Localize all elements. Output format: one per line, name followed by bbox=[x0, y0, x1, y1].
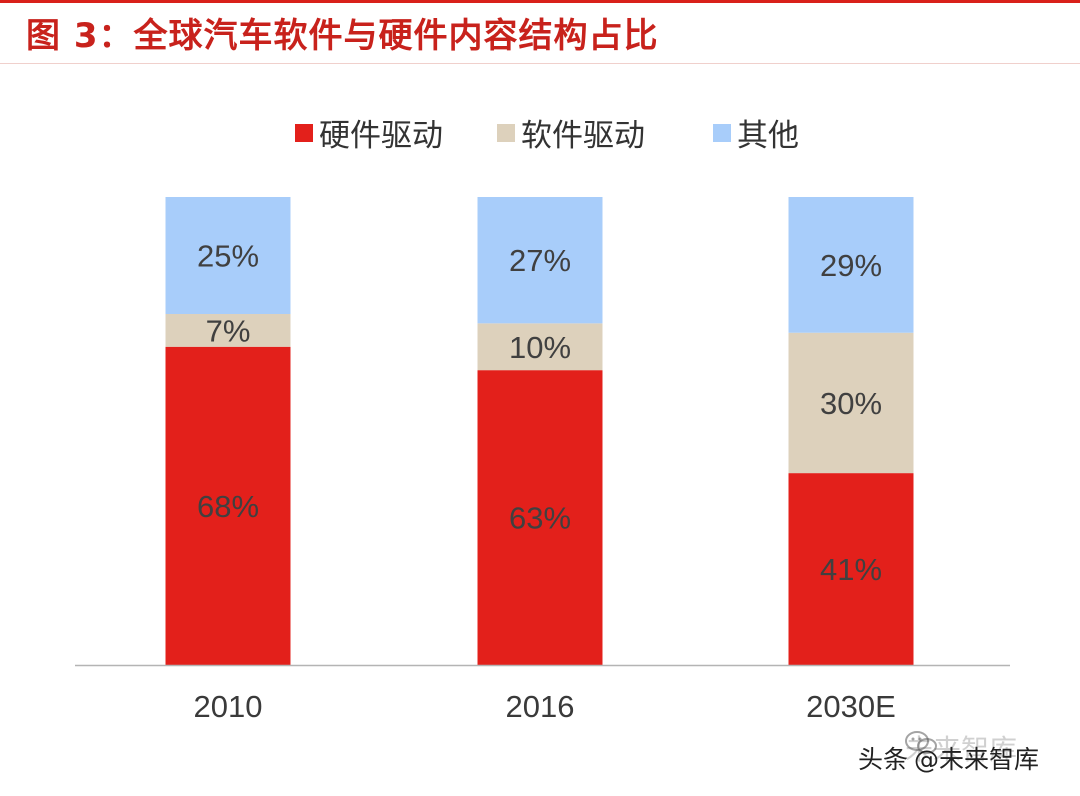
x-tick-label-2016: 2016 bbox=[506, 689, 575, 724]
bar-2010-series-3 bbox=[165, 197, 291, 314]
data-label-2016-series-3: 27% bbox=[509, 243, 571, 278]
data-label-2030E-series-1: 41% bbox=[820, 552, 882, 587]
watermark-handle: @未来智库 bbox=[914, 745, 1040, 774]
bar-2016-series-3 bbox=[477, 197, 603, 324]
data-label-2016-series-2: 10% bbox=[509, 330, 571, 365]
bar-2010-series-2 bbox=[165, 314, 291, 347]
legend-swatch-3 bbox=[713, 124, 731, 142]
bar-2030E-series-3 bbox=[788, 197, 914, 333]
watermark: 头条 @未来智库 bbox=[858, 740, 1039, 776]
title-divider bbox=[0, 63, 1080, 64]
data-label-2010-series-1: 68% bbox=[197, 489, 259, 524]
legend-label-2: 软件驱动 bbox=[521, 118, 645, 154]
wechat-icon bbox=[905, 731, 937, 754]
data-label-2010-series-2: 7% bbox=[206, 313, 251, 348]
legend-swatch-2 bbox=[497, 124, 515, 142]
figure-title: 图 3：全球汽车软件与硬件内容结构占比 bbox=[26, 16, 659, 56]
top-accent-rule bbox=[0, 0, 1080, 3]
x-tick-label-2030E: 2030E bbox=[806, 689, 896, 724]
data-label-2030E-series-2: 30% bbox=[820, 386, 882, 421]
bar-2030E-series-2 bbox=[788, 332, 914, 474]
legend-label-3: 其他 bbox=[737, 118, 799, 154]
bar-2030E-series-1 bbox=[788, 473, 914, 665]
legend-label-1: 硬件驱动 bbox=[319, 118, 443, 154]
bar-2016-series-2 bbox=[477, 323, 603, 371]
data-label-2010-series-3: 25% bbox=[197, 239, 259, 274]
data-label-2030E-series-3: 29% bbox=[820, 248, 882, 283]
watermark-source: 头条 bbox=[858, 745, 909, 774]
bar-2010-series-1 bbox=[165, 346, 291, 665]
x-tick-label-2010: 2010 bbox=[194, 689, 263, 724]
data-label-2016-series-1: 63% bbox=[509, 501, 571, 536]
legend-swatch-1 bbox=[295, 124, 313, 142]
bar-2016-series-1 bbox=[477, 370, 603, 665]
